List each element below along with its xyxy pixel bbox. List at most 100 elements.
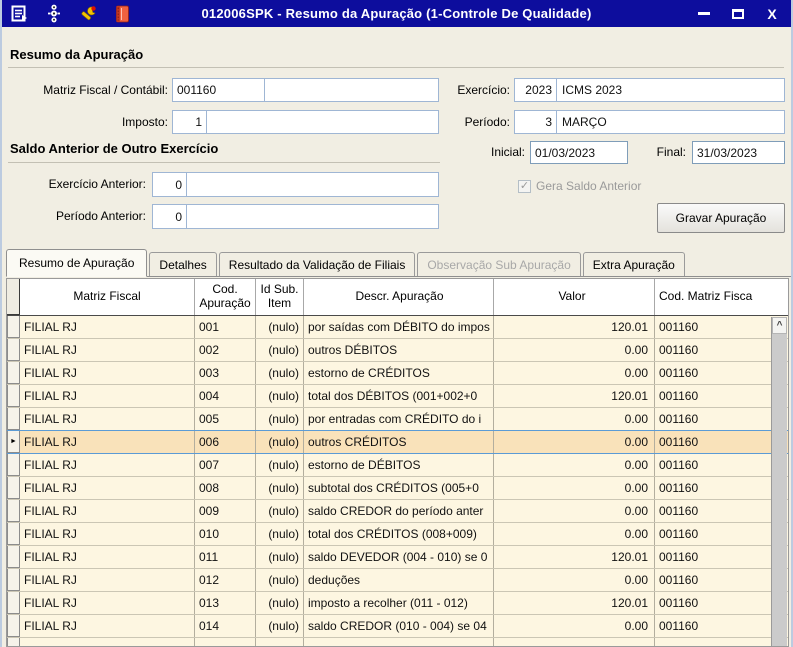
cell[interactable]: 120.01 — [494, 546, 655, 568]
wrench-icon[interactable] — [78, 4, 98, 24]
cell[interactable]: por entradas com CRÉDITO do i — [304, 408, 494, 430]
cell[interactable]: (nulo) — [256, 454, 304, 476]
maximize-button[interactable] — [729, 5, 747, 23]
cell[interactable]: FILIAL RJ — [20, 454, 195, 476]
cell[interactable]: 001160 — [659, 320, 699, 334]
cell[interactable]: 0.00 — [494, 362, 655, 384]
table-row[interactable]: FILIAL RJ 014 (nulo) saldo CREDOR (010 - 00… — [7, 615, 788, 638]
cell[interactable]: 001160 — [659, 389, 699, 403]
cell[interactable]: (nulo) — [256, 500, 304, 522]
cell[interactable]: 0.00 — [494, 477, 655, 499]
cell[interactable]: FILIAL RJ — [20, 592, 195, 614]
cell[interactable]: saldo DEVEDOR (004 - 010) se 0 — [304, 546, 494, 568]
cell[interactable]: 010 — [195, 523, 256, 545]
table-row[interactable]: FILIAL RJ 010 (nulo) total dos CRÉDITOS (00… — [7, 523, 788, 546]
minimize-button[interactable] — [695, 5, 713, 23]
periodo-anterior-desc[interactable] — [187, 205, 438, 228]
cell[interactable]: (nulo) — [256, 339, 304, 361]
cell[interactable]: FILIAL RJ — [20, 408, 195, 430]
table-row[interactable]: FILIAL RJ 012 (nulo) deduções 0.00 001160 — [7, 569, 788, 592]
matriz-fiscal-field[interactable]: 001160 — [172, 78, 439, 102]
vertical-scrollbar[interactable]: ^ — [771, 317, 787, 646]
cell[interactable]: 001 — [195, 316, 256, 338]
col-header-valor[interactable]: Valor — [494, 279, 655, 315]
cell[interactable]: (nulo) — [256, 592, 304, 614]
cell[interactable]: FILIAL RJ — [20, 316, 195, 338]
cell[interactable]: 0.00 — [494, 339, 655, 361]
col-header-cod-matriz-fiscal[interactable]: Cod. Matriz Fisca — [659, 289, 753, 304]
matriz-fiscal-code-input[interactable]: 001160 — [173, 79, 265, 101]
cell[interactable]: (nulo) — [256, 431, 304, 453]
cell[interactable]: total dos CRÉDITOS (008+009) — [304, 523, 494, 545]
imposto-desc[interactable] — [207, 111, 438, 133]
col-header-id-sub-item[interactable]: Id Sub. Item — [256, 279, 304, 315]
cell[interactable]: 001160 — [659, 550, 699, 564]
gera-saldo-checkbox[interactable]: ✓ Gera Saldo Anterior — [518, 179, 641, 193]
cell[interactable]: (nulo) — [256, 385, 304, 407]
tab-resumo-de-apuracao[interactable]: Resumo de Apuração — [6, 249, 148, 277]
table-row[interactable]: FILIAL RJ 007 (nulo) estorno de DÉBITOS 0.00… — [7, 454, 788, 477]
cell[interactable]: 0.00 — [494, 454, 655, 476]
exercicio-code-input[interactable]: 2023 — [515, 79, 557, 101]
cell[interactable]: 013 — [195, 592, 256, 614]
cell[interactable]: 011 — [195, 546, 256, 568]
cell[interactable]: subtotal dos CRÉDITOS (005+0 — [304, 477, 494, 499]
cell[interactable]: 001160 — [659, 504, 699, 518]
exercicio-anterior-desc[interactable] — [187, 173, 438, 196]
cell[interactable]: 007 — [195, 454, 256, 476]
gravar-apuracao-button[interactable]: Gravar Apuração — [657, 203, 785, 233]
cell[interactable]: 001160 — [659, 435, 699, 449]
periodo-desc[interactable]: MARÇO — [562, 115, 607, 129]
cell[interactable]: (nulo) — [256, 523, 304, 545]
cell[interactable]: outros DÉBITOS — [304, 339, 494, 361]
tab-detalhes[interactable]: Detalhes — [149, 252, 217, 276]
cell[interactable]: 0.00 — [494, 615, 655, 637]
table-row[interactable]: FILIAL RJ 005 (nulo) por entradas com CRÉDI… — [7, 408, 788, 431]
cell[interactable]: 0.00 — [494, 431, 655, 453]
cell[interactable]: 001160 — [659, 343, 699, 357]
cell[interactable]: 001160 — [659, 596, 699, 610]
book-icon[interactable] — [112, 4, 132, 24]
cell[interactable]: FILIAL RJ — [20, 339, 195, 361]
cell[interactable]: 001160 — [659, 412, 699, 426]
col-header-cod-apuracao[interactable]: Cod. Apuração — [195, 279, 256, 315]
exercicio-field[interactable]: 2023 ICMS 2023 — [514, 78, 785, 102]
tab-resultado-validacao-filiais[interactable]: Resultado da Validação de Filiais — [218, 252, 416, 276]
cell[interactable]: 001160 — [659, 481, 699, 495]
cell[interactable]: 003 — [195, 362, 256, 384]
inicial-date-input[interactable]: 01/03/2023 — [530, 141, 628, 164]
scroll-up-icon[interactable]: ^ — [772, 317, 787, 334]
cell[interactable]: 001160 — [659, 619, 699, 633]
exercicio-anterior-input[interactable]: 0 — [153, 173, 187, 196]
cell[interactable]: 0.00 — [494, 523, 655, 545]
cell[interactable]: 001160 — [659, 458, 699, 472]
cell[interactable]: (nulo) — [256, 546, 304, 568]
cell[interactable]: (nulo) — [256, 316, 304, 338]
cell[interactable]: 0.00 — [494, 408, 655, 430]
matriz-fiscal-desc[interactable] — [265, 79, 438, 101]
cell[interactable]: 006 — [195, 431, 256, 453]
imposto-field[interactable]: 1 — [172, 110, 439, 134]
cell[interactable]: 002 — [195, 339, 256, 361]
table-row[interactable]: FILIAL RJ 011 (nulo) saldo DEVEDOR (004 - 0… — [7, 546, 788, 569]
traffic-light-icon[interactable] — [44, 4, 64, 24]
cell[interactable]: (nulo) — [256, 477, 304, 499]
cell[interactable]: (nulo) — [256, 615, 304, 637]
cell[interactable]: FILIAL RJ — [20, 431, 195, 453]
cell[interactable]: 014 — [195, 615, 256, 637]
table-row[interactable]: FILIAL RJ 008 (nulo) subtotal dos CRÉDITOS … — [7, 477, 788, 500]
cell[interactable]: 009 — [195, 500, 256, 522]
cell[interactable]: 120.01 — [494, 592, 655, 614]
form-export-icon[interactable] — [10, 4, 30, 24]
title-bar[interactable]: 012006SPK - Resumo da Apuração (1-Contro… — [2, 0, 791, 27]
table-row[interactable]: FILIAL RJ 003 (nulo) estorno de CRÉDITOS 0.0… — [7, 362, 788, 385]
cell[interactable]: FILIAL RJ — [20, 477, 195, 499]
periodo-anterior-input[interactable]: 0 — [153, 205, 187, 228]
cell[interactable]: outros CRÉDITOS — [304, 431, 494, 453]
cell[interactable]: FILIAL RJ — [20, 362, 195, 384]
cell[interactable]: FILIAL RJ — [20, 500, 195, 522]
cell[interactable]: FILIAL RJ — [20, 523, 195, 545]
exercicio-desc[interactable]: ICMS 2023 — [562, 83, 623, 97]
periodo-code-input[interactable]: 3 — [515, 111, 557, 133]
cell[interactable]: saldo CREDOR do período anter — [304, 500, 494, 522]
